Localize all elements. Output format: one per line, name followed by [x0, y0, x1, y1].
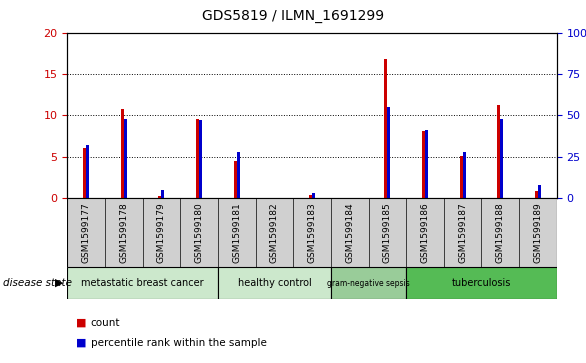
Text: GSM1599180: GSM1599180: [195, 202, 203, 263]
Bar: [124, 119, 127, 198]
Text: GDS5819 / ILMN_1691299: GDS5819 / ILMN_1691299: [202, 9, 384, 23]
Bar: [538, 185, 541, 198]
Bar: [158, 196, 162, 198]
Bar: [462, 152, 466, 198]
Text: GSM1599178: GSM1599178: [120, 202, 128, 263]
Bar: [500, 119, 503, 198]
Text: gram-negative sepsis: gram-negative sepsis: [327, 279, 410, 287]
Text: GSM1599188: GSM1599188: [496, 202, 505, 263]
Bar: [67, 267, 218, 299]
Bar: [535, 191, 538, 198]
Bar: [237, 152, 240, 198]
Text: ▶: ▶: [54, 278, 63, 288]
Bar: [86, 145, 89, 198]
Text: disease state: disease state: [3, 278, 72, 288]
Text: GSM1599187: GSM1599187: [458, 202, 467, 263]
Bar: [234, 161, 237, 198]
Text: GSM1599182: GSM1599182: [270, 202, 279, 263]
Text: tuberculosis: tuberculosis: [452, 278, 511, 288]
Bar: [459, 156, 462, 198]
Text: percentile rank within the sample: percentile rank within the sample: [91, 338, 267, 348]
Bar: [384, 59, 387, 198]
Text: GSM1599183: GSM1599183: [308, 202, 316, 263]
Text: metastatic breast cancer: metastatic breast cancer: [81, 278, 204, 288]
Bar: [406, 267, 557, 299]
Bar: [425, 130, 428, 198]
Bar: [199, 120, 202, 198]
Text: ■: ■: [76, 338, 87, 348]
Text: GSM1599181: GSM1599181: [232, 202, 241, 263]
Bar: [312, 193, 315, 198]
Bar: [121, 109, 124, 198]
Text: GSM1599186: GSM1599186: [421, 202, 430, 263]
Bar: [196, 119, 199, 198]
Bar: [309, 195, 312, 198]
Bar: [83, 148, 86, 198]
Text: GSM1599179: GSM1599179: [157, 202, 166, 263]
Text: count: count: [91, 318, 120, 328]
Text: healthy control: healthy control: [237, 278, 311, 288]
Bar: [387, 107, 390, 198]
Bar: [422, 131, 425, 198]
Bar: [218, 267, 331, 299]
Text: GSM1599189: GSM1599189: [533, 202, 543, 263]
Bar: [331, 267, 406, 299]
Bar: [162, 189, 165, 198]
Bar: [498, 105, 500, 198]
Text: ■: ■: [76, 318, 87, 328]
Text: GSM1599185: GSM1599185: [383, 202, 392, 263]
Text: GSM1599184: GSM1599184: [345, 202, 354, 263]
Text: GSM1599177: GSM1599177: [81, 202, 91, 263]
